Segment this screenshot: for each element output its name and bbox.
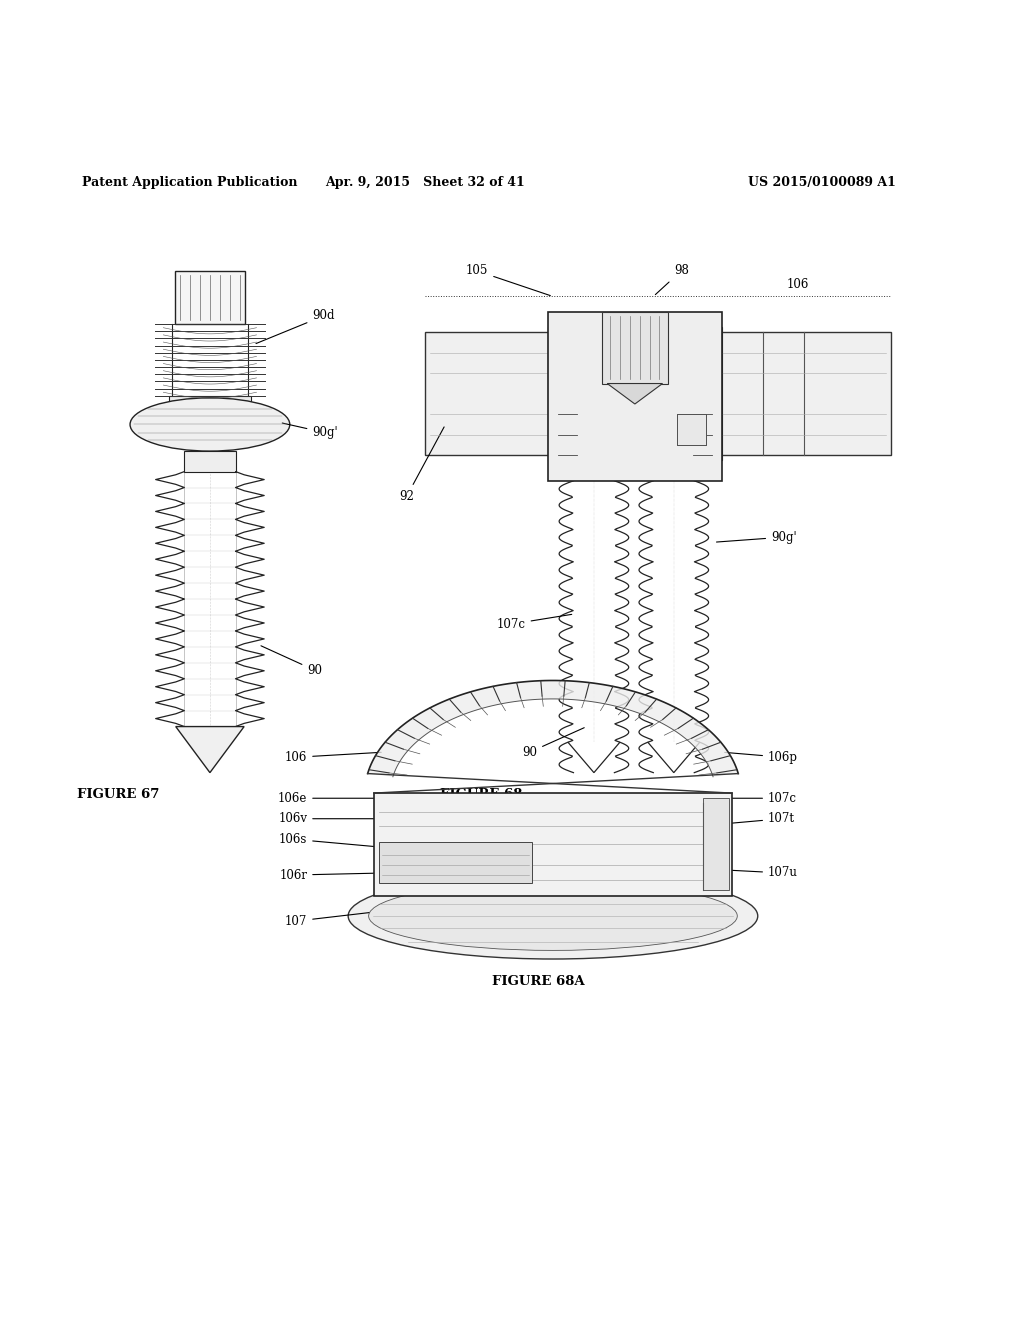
Text: 90: 90 bbox=[522, 727, 585, 759]
Text: FIGURE 67: FIGURE 67 bbox=[77, 788, 159, 801]
FancyBboxPatch shape bbox=[677, 414, 706, 445]
FancyBboxPatch shape bbox=[374, 793, 732, 895]
FancyBboxPatch shape bbox=[548, 327, 558, 461]
Text: FIGURE 68A: FIGURE 68A bbox=[492, 975, 584, 989]
Text: 106v: 106v bbox=[279, 812, 386, 825]
FancyBboxPatch shape bbox=[175, 271, 245, 325]
Ellipse shape bbox=[348, 873, 758, 960]
Text: 107t: 107t bbox=[727, 812, 795, 825]
Text: 90g': 90g' bbox=[717, 531, 797, 544]
FancyBboxPatch shape bbox=[184, 451, 236, 471]
Polygon shape bbox=[607, 384, 663, 404]
FancyBboxPatch shape bbox=[703, 799, 729, 891]
Text: 90d: 90d bbox=[256, 309, 335, 343]
Text: 107c: 107c bbox=[720, 792, 797, 805]
FancyBboxPatch shape bbox=[169, 396, 251, 414]
FancyBboxPatch shape bbox=[425, 333, 558, 455]
Text: FIGURE 68: FIGURE 68 bbox=[440, 788, 522, 801]
Text: US 2015/0100089 A1: US 2015/0100089 A1 bbox=[748, 177, 895, 189]
Ellipse shape bbox=[369, 882, 737, 950]
Text: 107c: 107c bbox=[497, 614, 571, 631]
Text: 98: 98 bbox=[655, 264, 689, 294]
FancyBboxPatch shape bbox=[379, 842, 532, 883]
Text: Apr. 9, 2015   Sheet 32 of 41: Apr. 9, 2015 Sheet 32 of 41 bbox=[325, 177, 525, 189]
FancyBboxPatch shape bbox=[712, 327, 722, 461]
Text: 107u: 107u bbox=[727, 866, 798, 879]
Text: 106r: 106r bbox=[280, 869, 381, 882]
Text: 90: 90 bbox=[261, 645, 323, 677]
FancyBboxPatch shape bbox=[602, 312, 668, 384]
Text: 106e: 106e bbox=[278, 792, 386, 805]
Text: 92: 92 bbox=[399, 426, 444, 503]
FancyBboxPatch shape bbox=[677, 414, 706, 445]
Text: 105: 105 bbox=[466, 264, 550, 296]
Text: 106: 106 bbox=[786, 277, 809, 290]
Text: 106p: 106p bbox=[725, 751, 798, 764]
FancyBboxPatch shape bbox=[548, 312, 722, 480]
Text: 106s: 106s bbox=[279, 833, 381, 847]
Polygon shape bbox=[368, 681, 738, 776]
Ellipse shape bbox=[130, 397, 290, 451]
Text: 106: 106 bbox=[285, 751, 381, 764]
FancyBboxPatch shape bbox=[712, 333, 891, 455]
Text: Patent Application Publication: Patent Application Publication bbox=[82, 177, 297, 189]
Polygon shape bbox=[176, 726, 244, 772]
Text: 107: 107 bbox=[285, 911, 381, 928]
Text: 90g': 90g' bbox=[283, 422, 338, 440]
